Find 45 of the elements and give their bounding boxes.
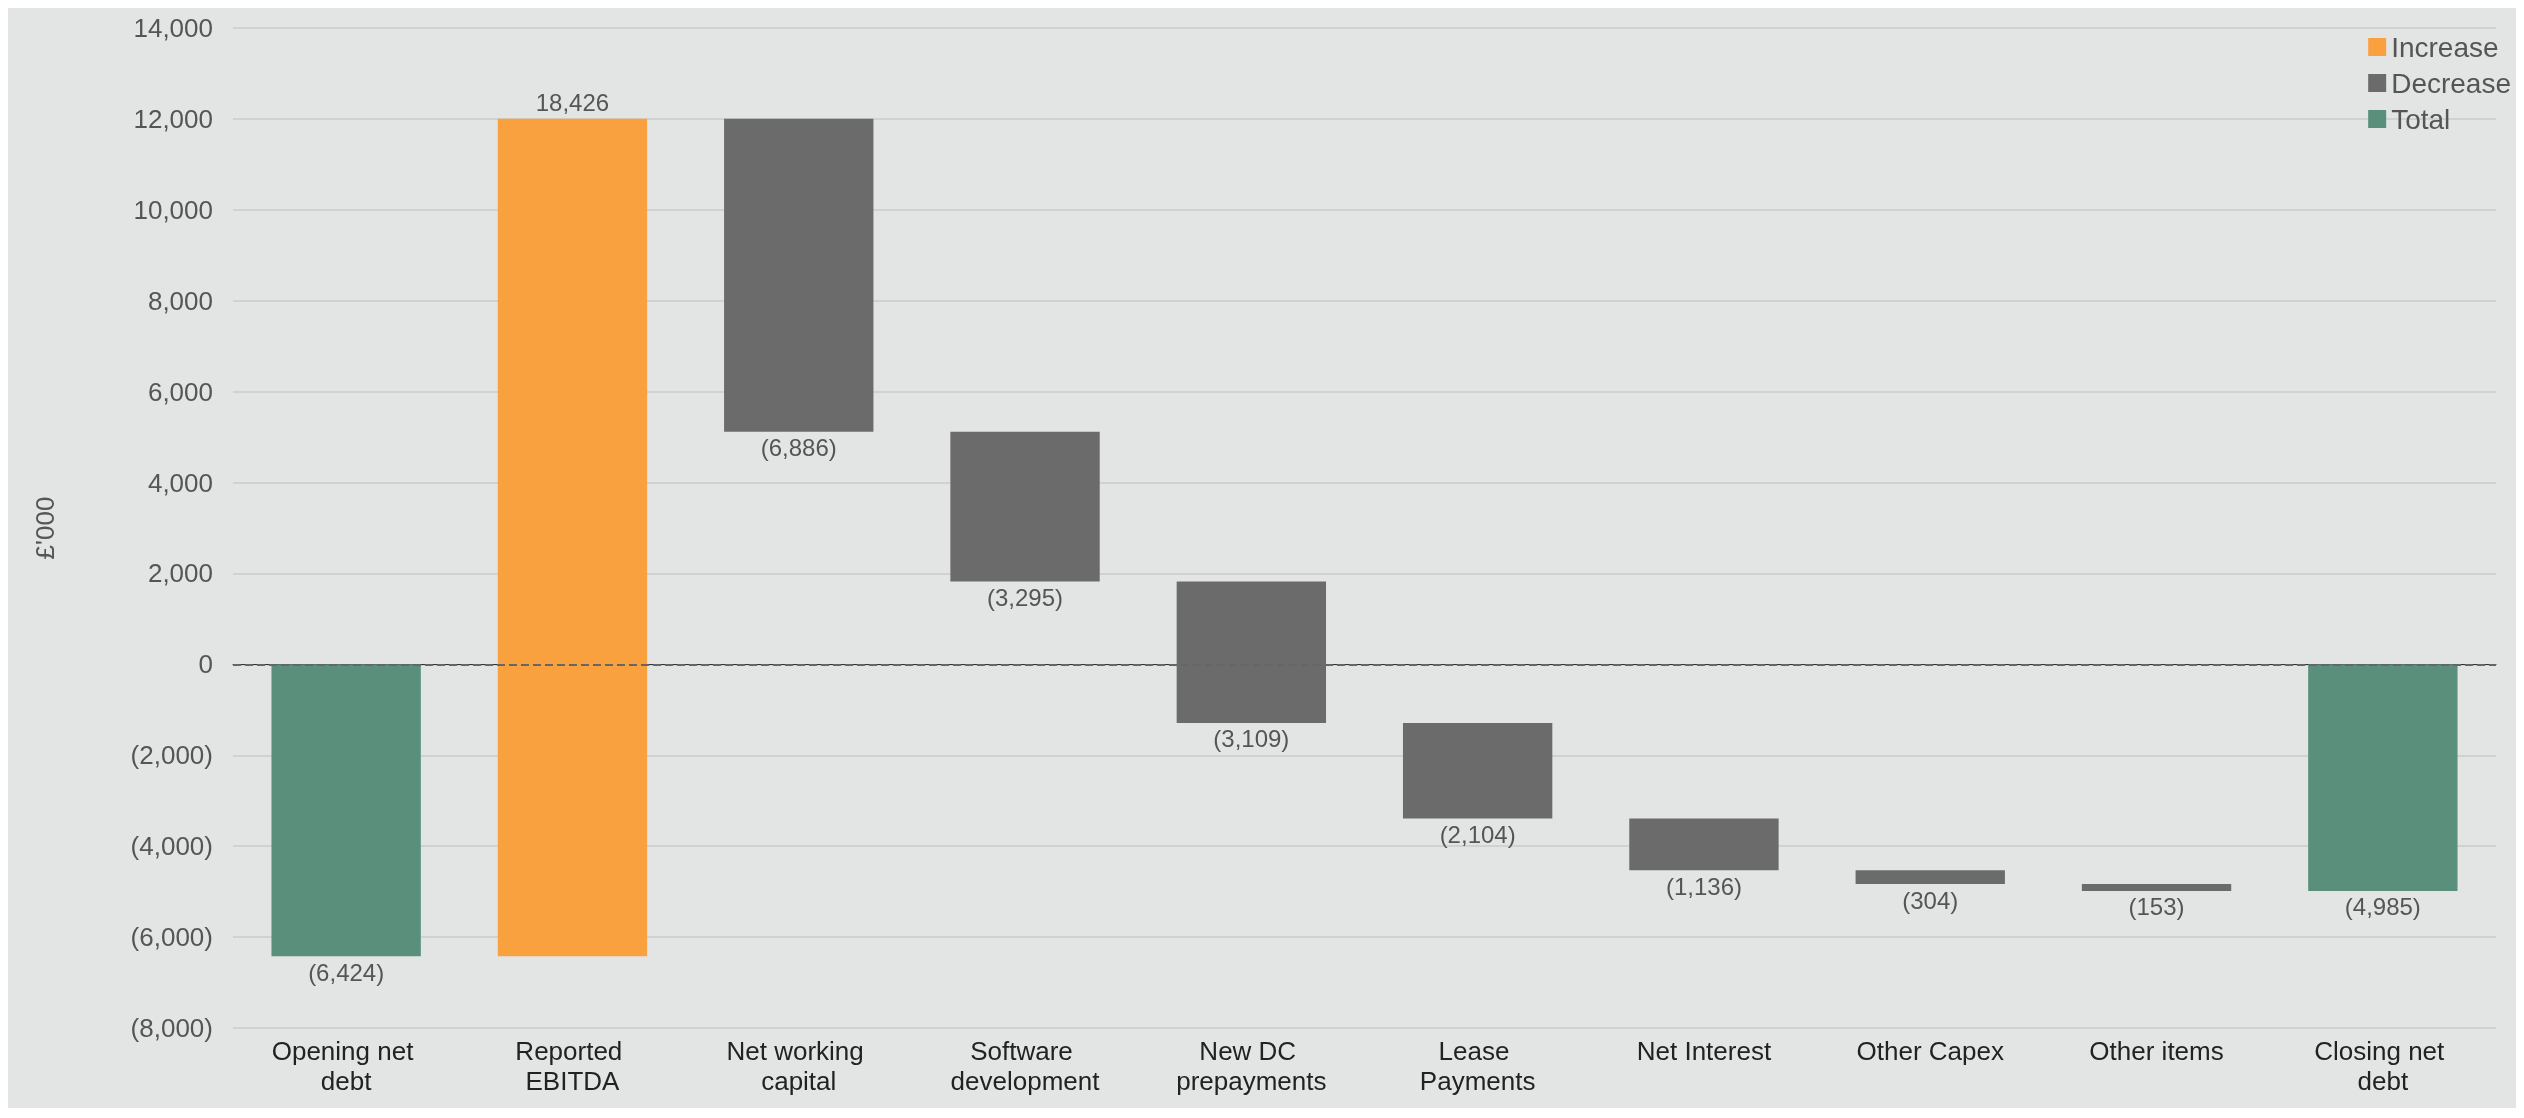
y-tick-label: 12,000	[133, 103, 213, 134]
data-label: (1,136)	[1665, 872, 1742, 900]
bar	[724, 118, 874, 432]
x-tick-label: Closing net debt	[2314, 1036, 2452, 1096]
data-label: (4,985)	[2344, 893, 2421, 921]
x-tick-label: Net Interest	[1636, 1036, 1772, 1066]
data-label: (3,295)	[987, 584, 1064, 612]
y-tick-label: 14,000	[133, 13, 213, 43]
bar	[950, 431, 1100, 582]
data-label: (6,424)	[308, 958, 385, 986]
y-axis-title: £'000	[30, 496, 60, 560]
y-tick-label: (2,000)	[130, 740, 213, 771]
bar	[2081, 884, 2232, 891]
data-label: (6,886)	[760, 434, 837, 462]
x-tick-label: Lease Payments	[1419, 1036, 1536, 1096]
y-tick-label: (6,000)	[130, 922, 213, 953]
x-tick-label: Other items	[2089, 1036, 2224, 1066]
y-tick-label: 8,000	[147, 285, 213, 316]
data-label: (153)	[2128, 893, 2185, 921]
y-tick-label: 6,000	[147, 376, 213, 407]
data-label: (304)	[1902, 886, 1959, 914]
bar	[1402, 722, 1553, 819]
x-tick-label: Opening net debt	[271, 1036, 421, 1096]
y-tick-label: (4,000)	[130, 831, 213, 862]
legend-label: Increase	[2391, 31, 2499, 63]
bar	[2308, 664, 2458, 891]
bar	[271, 664, 421, 957]
x-tick-label: Net working capital	[726, 1036, 871, 1096]
bar	[1855, 870, 2005, 884]
data-label: (3,109)	[1213, 725, 1290, 753]
data-label: (2,104)	[1439, 821, 1516, 849]
y-tick-label: (8,000)	[130, 1013, 213, 1043]
y-tick-label: 0	[198, 649, 213, 680]
bar	[497, 118, 648, 957]
x-tick-label: Software development	[950, 1036, 1101, 1096]
data-label: 18,426	[535, 89, 610, 117]
y-tick-label: 4,000	[147, 467, 213, 498]
y-tick-label: 10,000	[133, 194, 213, 225]
bar	[1629, 818, 1779, 871]
y-tick-label: 2,000	[147, 558, 213, 589]
legend-label: Total	[2391, 103, 2451, 135]
x-tick-label: Reported EBITDA	[515, 1036, 630, 1096]
legend-label: Decrease	[2391, 67, 2512, 99]
x-tick-label: New DC prepayments	[1176, 1036, 1327, 1096]
x-tick-label: Other Capex	[1856, 1036, 2004, 1066]
